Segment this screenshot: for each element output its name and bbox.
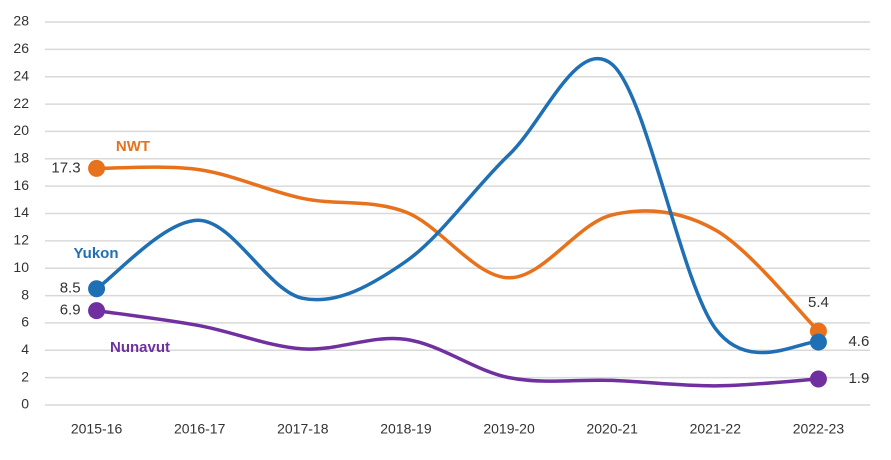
end-marker <box>88 280 106 298</box>
data-label: 4.6 <box>848 333 869 350</box>
x-tick-label: 2017-18 <box>277 421 329 437</box>
y-tick-label: 6 <box>21 314 29 330</box>
y-tick-label: 14 <box>13 204 29 220</box>
x-tick-label: 2022-23 <box>793 421 845 437</box>
y-tick-label: 22 <box>13 95 29 111</box>
data-label: 1.9 <box>848 370 869 387</box>
end-marker <box>809 333 827 351</box>
y-tick-label: 8 <box>21 286 29 302</box>
x-tick-label: 2020-21 <box>586 421 638 437</box>
series-name: NWT <box>116 138 150 155</box>
y-tick-label: 10 <box>13 259 29 275</box>
y-tick-label: 0 <box>21 396 29 412</box>
y-tick-label: 4 <box>21 341 29 357</box>
y-tick-label: 24 <box>13 67 29 83</box>
x-tick-label: 2021-22 <box>690 421 742 437</box>
series-name: Nunavut <box>110 339 170 356</box>
y-tick-label: 2 <box>21 368 29 384</box>
y-tick-label: 12 <box>13 232 29 248</box>
y-tick-label: 18 <box>13 149 29 165</box>
x-tick-label: 2016-17 <box>174 421 226 437</box>
end-marker <box>88 302 106 320</box>
x-tick-label: 2018-19 <box>380 421 432 437</box>
data-label: 6.9 <box>60 302 81 319</box>
series-name: Yukon <box>73 245 118 262</box>
y-tick-label: 26 <box>13 40 29 56</box>
data-label: 8.5 <box>60 280 81 297</box>
end-marker <box>809 370 827 388</box>
data-label: 17.3 <box>51 159 80 176</box>
y-tick-label: 16 <box>13 177 29 193</box>
x-tick-label: 2019-20 <box>483 421 535 437</box>
data-label: 5.4 <box>808 294 829 311</box>
y-tick-label: 20 <box>13 122 29 138</box>
series-line <box>94 56 821 355</box>
y-tick-label: 28 <box>13 13 29 29</box>
x-tick-label: 2015-16 <box>71 421 123 437</box>
series-line <box>94 308 821 388</box>
series-line <box>94 165 821 333</box>
end-marker <box>88 159 106 177</box>
